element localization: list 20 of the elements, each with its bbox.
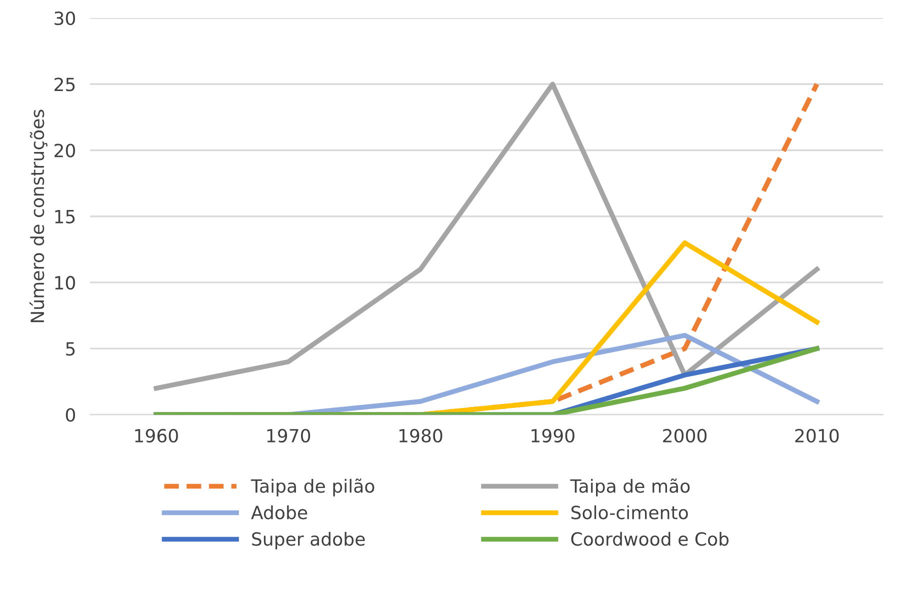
y-tick-label: 10: [55, 276, 76, 290]
y-tick-label: 25: [54, 78, 75, 92]
x-tick-label: 2000: [663, 428, 707, 443]
legend-label: Solo-cimento: [571, 505, 688, 520]
y-axis-title: Número de construções: [29, 110, 48, 322]
legend-label: Adobe: [251, 505, 308, 520]
x-tick-label: 1980: [399, 428, 442, 443]
legend-label: Super adobe: [252, 532, 365, 550]
x-tick-label: 1960: [135, 428, 178, 443]
legend-label: Taipa de mão: [570, 478, 690, 496]
y-tick-label: 30: [54, 11, 76, 26]
x-tick-label: 1970: [267, 428, 310, 443]
legend-label: Coordwood e Cob: [571, 532, 729, 546]
x-tick-label: 1990: [532, 428, 574, 443]
y-tick-label: 20: [54, 144, 76, 158]
x-tick-label: 2010: [795, 428, 839, 443]
y-tick-label: 0: [66, 408, 76, 422]
legend-label: Taipa de pilão: [250, 478, 374, 496]
y-tick-label: 15: [55, 210, 75, 224]
y-tick-label: 5: [66, 342, 75, 356]
